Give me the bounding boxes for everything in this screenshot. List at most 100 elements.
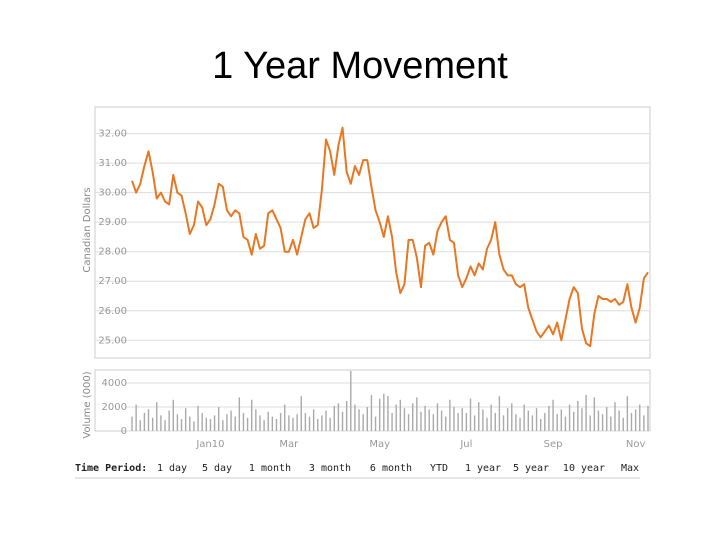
volume-bar [304,412,307,431]
volume-bar [432,414,435,431]
time-period-link[interactable]: 3 month [309,463,351,474]
volume-bar [564,416,567,431]
volume-bar [601,414,604,431]
volume-bar [403,408,406,431]
volume-bar [589,415,591,431]
time-period-link[interactable]: 5 day [202,463,232,474]
volume-bar [606,406,608,431]
volume-bar [180,418,183,431]
volume-bar [511,403,513,431]
volume-bar [131,416,133,431]
page-title: 1 Year Movement [212,45,508,87]
volume-bar [572,411,575,431]
volume-bar [209,418,212,431]
volume-bar [176,414,179,431]
volume-bar [581,408,583,431]
volume-bar [263,420,265,431]
volume-bar [478,402,480,431]
y-tick-label: 26.00 [98,306,127,317]
volume-bar [321,415,323,431]
y-axis-title: Canadian Dollars [82,187,93,272]
x-tick-label: Jan10 [195,439,224,450]
volume-bar [312,409,315,431]
volume-bar [333,405,335,431]
volume-bar [288,415,290,431]
volume-bar [279,412,282,431]
volume-bar [449,399,451,431]
time-period-link[interactable]: 5 year [513,463,549,474]
volume-bar [515,414,517,431]
volume-bar [151,417,154,431]
nav-label: Time Period: [75,462,147,474]
volume-bar [461,408,463,431]
y-tick-label: 2000 [102,402,127,413]
volume-bar [440,410,443,431]
volume-bar [465,412,468,431]
x-tick-label: Sep [544,439,563,450]
volume-bar [490,404,492,431]
volume-bar [622,417,624,431]
volume-bar [358,409,360,431]
volume-bar [242,412,245,431]
volume-bar [267,411,269,431]
volume-bar [325,410,327,431]
volume-bar [634,409,637,431]
volume-bar [139,420,141,431]
volume-bar [354,404,356,431]
volume-bar [531,415,534,431]
volume-bar [271,416,274,431]
volume-bar [539,418,542,431]
volume-bar [498,396,501,431]
volume-bar [300,396,302,431]
volume-bar [626,396,629,431]
volume-bar [420,411,422,431]
x-tick-label: May [369,439,390,450]
volume-bar [201,412,203,431]
volume-bar [341,411,344,431]
volume-bar [399,399,402,431]
volume-bar [172,399,174,431]
volume-bar [255,409,257,431]
time-period-link[interactable]: 1 month [249,463,291,474]
time-period-link[interactable]: YTD [430,463,448,474]
volume-frame [94,369,651,432]
volume-bar [453,406,455,431]
volume-bar [246,417,249,431]
volume-bar [436,403,439,431]
time-period-link[interactable]: 10 year [563,463,605,474]
volume-bar [238,397,241,431]
volume-bar [486,417,488,431]
volume-bar [544,412,546,431]
volume-bar [135,404,137,431]
x-tick-label: Nov [626,439,646,450]
volume-bar [445,416,447,431]
volume-bar [614,402,616,431]
volume-bar [222,420,224,431]
time-period-link[interactable]: 6 month [370,463,412,474]
volume-bar [552,399,554,431]
volume-bar [205,417,208,431]
volume-bar [308,416,311,431]
volume-bar [473,415,476,431]
volume-bar [168,410,170,431]
volume-bar [494,412,496,431]
volume-bar [230,410,232,431]
volume-bar [350,370,352,431]
volume-bar [193,421,195,431]
volume-bar [213,415,216,431]
time-period-link[interactable]: 1 year [465,463,501,474]
volume-bar [234,416,236,431]
time-period-link[interactable]: Max [621,463,639,474]
volume-bar [630,412,633,431]
y-tick-label: 31.00 [98,158,127,169]
volume-bar [387,396,389,431]
volume-bar [535,408,538,431]
volume-bar [527,410,529,431]
volume-bar [407,414,410,431]
time-period-link[interactable]: 1 day [157,463,187,474]
volume-bar [647,405,649,431]
volume-bar [428,409,430,431]
volume-bar [556,414,558,431]
